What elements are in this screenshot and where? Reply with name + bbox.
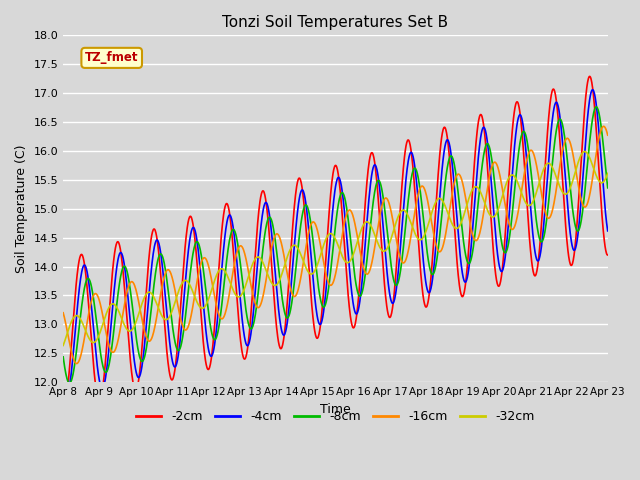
-16cm xyxy=(540,202,547,207)
Line: -2cm: -2cm xyxy=(63,76,608,411)
Line: -32cm: -32cm xyxy=(63,152,608,346)
-32cm xyxy=(604,170,612,176)
-8cm xyxy=(593,104,600,110)
-16cm xyxy=(492,159,499,165)
-16cm xyxy=(168,272,175,278)
-16cm xyxy=(73,360,81,366)
-2cm xyxy=(60,408,67,414)
Legend: -2cm, -4cm, -8cm, -16cm, -32cm: -2cm, -4cm, -8cm, -16cm, -32cm xyxy=(131,405,540,428)
-32cm xyxy=(241,284,249,289)
-4cm xyxy=(420,266,428,272)
-2cm xyxy=(586,73,593,79)
-2cm xyxy=(539,199,547,204)
-2cm xyxy=(180,254,188,260)
-4cm xyxy=(180,288,188,293)
-2cm xyxy=(491,265,499,271)
X-axis label: Time: Time xyxy=(320,403,351,416)
-2cm xyxy=(604,252,612,258)
-2cm xyxy=(241,356,249,361)
Line: -4cm: -4cm xyxy=(63,90,608,399)
-4cm xyxy=(60,389,67,395)
-4cm xyxy=(540,226,547,231)
-4cm xyxy=(242,339,250,345)
-16cm xyxy=(604,132,612,138)
Title: Tonzi Soil Temperatures Set B: Tonzi Soil Temperatures Set B xyxy=(222,15,449,30)
-8cm xyxy=(66,380,74,386)
-16cm xyxy=(242,254,250,260)
-32cm xyxy=(420,234,428,240)
-4cm xyxy=(604,228,612,234)
-32cm xyxy=(180,278,188,284)
-32cm xyxy=(60,343,67,348)
-16cm xyxy=(420,185,428,191)
-16cm xyxy=(600,123,607,129)
-8cm xyxy=(242,304,250,310)
-4cm xyxy=(168,353,175,359)
-8cm xyxy=(492,186,499,192)
-8cm xyxy=(180,320,188,326)
Y-axis label: Soil Temperature (C): Soil Temperature (C) xyxy=(15,144,28,273)
Line: -16cm: -16cm xyxy=(63,126,608,363)
-16cm xyxy=(60,310,67,316)
-8cm xyxy=(60,354,67,360)
-16cm xyxy=(180,327,188,333)
-4cm xyxy=(589,87,596,93)
-8cm xyxy=(540,236,547,241)
Text: TZ_fmet: TZ_fmet xyxy=(85,51,138,64)
-32cm xyxy=(491,213,499,219)
-4cm xyxy=(62,396,70,402)
-8cm xyxy=(168,315,175,321)
-8cm xyxy=(604,185,612,191)
-8cm xyxy=(420,223,428,229)
-2cm xyxy=(420,298,428,303)
-32cm xyxy=(167,311,175,317)
-2cm xyxy=(167,376,175,382)
-32cm xyxy=(539,168,547,174)
-4cm xyxy=(492,229,499,235)
-32cm xyxy=(580,149,588,155)
Line: -8cm: -8cm xyxy=(63,107,608,383)
